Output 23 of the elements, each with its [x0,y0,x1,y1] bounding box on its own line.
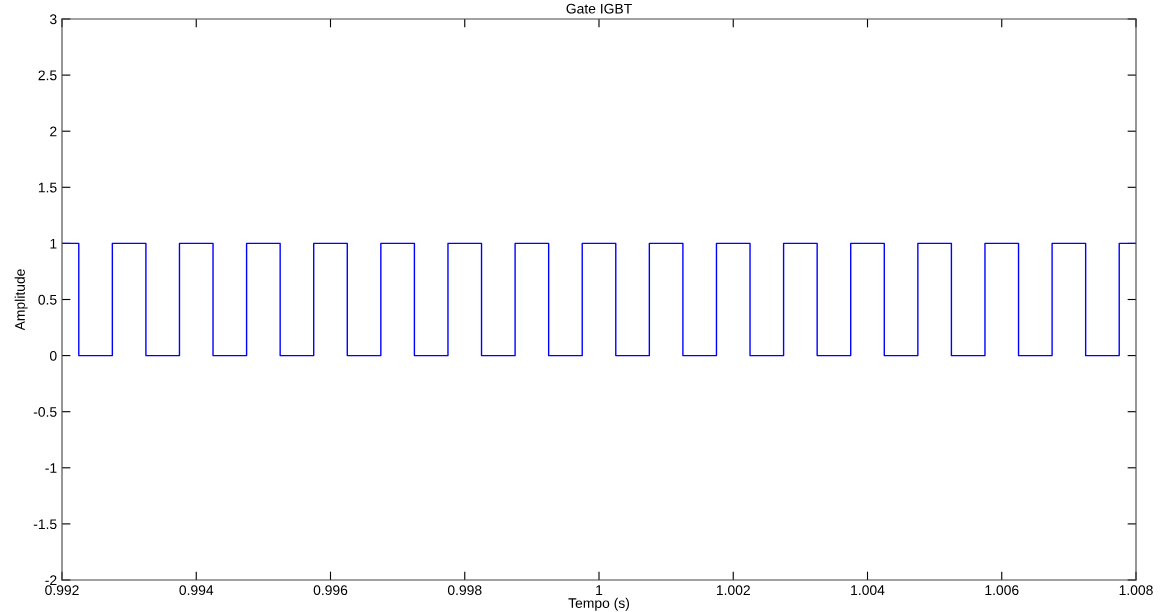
x-tick-label: 0.996 [313,585,348,596]
x-tick-label: 0.992 [45,585,79,596]
x-tick-label: 1 [596,585,603,595]
y-tick-label: 1 [50,238,57,249]
y-axis-title: Amplitude [14,269,28,331]
y-tick-label: 1.5 [38,182,57,193]
chart-title: Gate IGBT [566,3,632,14]
y-tick-label: -1 [45,463,57,473]
x-tick-label: 1.006 [985,585,1019,596]
y-tick-label: 2.5 [38,70,57,81]
y-tick-label: -2 [45,575,57,586]
x-tick-label: 0.994 [179,585,214,596]
y-tick-label: -1.5 [33,519,57,530]
y-tick-label: 0.5 [38,294,57,305]
y-tick-label: 0 [49,350,57,361]
y-tick-label: -0.5 [33,407,57,417]
y-tick-label: 2 [50,126,57,137]
y-tick-label: 3 [49,14,57,25]
x-tick-label: 0.998 [447,585,482,596]
x-axis-title: Tempo (s) [568,597,630,611]
x-tick-label: 1.008 [1119,585,1153,596]
x-tick-label: 1.002 [716,585,750,596]
x-tick-label: 1.004 [851,585,885,596]
